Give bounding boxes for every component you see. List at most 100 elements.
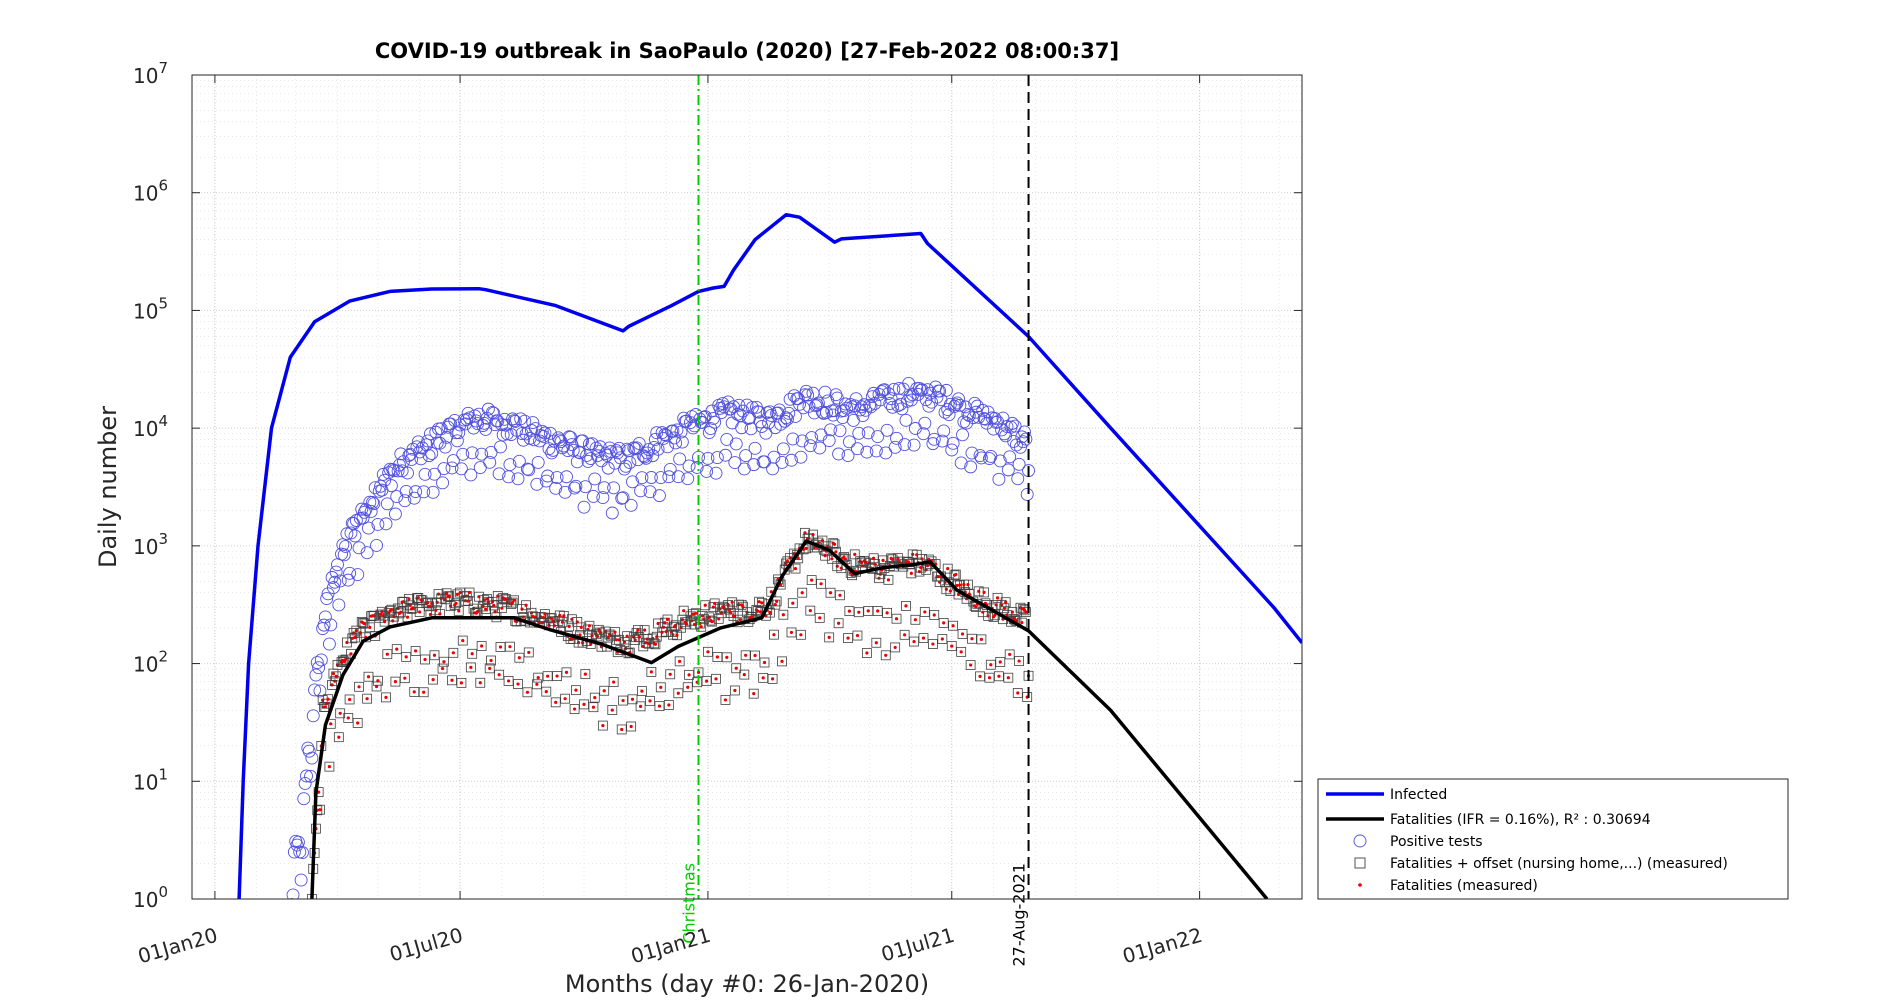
fatality-offset-marker bbox=[682, 682, 693, 693]
positive-test-marker bbox=[417, 485, 431, 499]
positive-test-marker bbox=[964, 460, 978, 474]
positive-test-marker bbox=[933, 384, 947, 398]
positive-test-marker bbox=[643, 485, 657, 499]
fatality-measured-marker bbox=[920, 557, 924, 561]
positive-test-marker bbox=[425, 447, 439, 460]
fatality-offset-marker bbox=[437, 663, 448, 674]
fatality-offset-marker bbox=[886, 553, 897, 564]
positive-test-marker bbox=[946, 436, 960, 450]
fatality-offset-marker bbox=[948, 620, 959, 631]
fatality-offset-marker bbox=[967, 633, 977, 644]
fatality-measured-marker bbox=[524, 603, 528, 607]
positive-test-marker bbox=[566, 443, 580, 457]
fatality-offset-marker bbox=[1020, 607, 1031, 617]
fatality-measured-marker bbox=[338, 711, 342, 715]
positive-test-marker bbox=[793, 397, 806, 411]
fatality-measured-marker bbox=[687, 673, 691, 677]
fatality-measured-marker bbox=[582, 702, 586, 706]
fatality-measured-marker bbox=[690, 619, 694, 623]
fatality-offset-marker bbox=[713, 613, 724, 624]
legend-label: Positive tests bbox=[1390, 834, 1483, 850]
fatality-measured-marker bbox=[757, 600, 761, 604]
positive-test-marker bbox=[612, 441, 626, 455]
fatality-offset-marker bbox=[405, 600, 416, 611]
fatality-offset-marker bbox=[560, 693, 571, 704]
positive-test-marker bbox=[605, 506, 619, 520]
fatality-measured-marker bbox=[414, 649, 418, 653]
fatality-measured-marker bbox=[853, 552, 857, 556]
fatality-measured-marker bbox=[832, 542, 837, 546]
fatality-measured-marker bbox=[793, 566, 798, 571]
positive-test-marker bbox=[421, 434, 435, 448]
x-tick-label: 01Jan20 bbox=[135, 923, 220, 969]
fatality-measured-marker bbox=[583, 672, 587, 676]
fatality-measured-marker bbox=[700, 614, 705, 618]
fatality-measured-marker bbox=[951, 624, 955, 628]
fatality-measured-marker bbox=[923, 610, 927, 614]
fatality-offset-marker bbox=[758, 672, 769, 683]
positive-test-marker bbox=[355, 502, 369, 516]
fatality-measured-marker bbox=[729, 611, 733, 615]
fatality-measured-marker bbox=[620, 727, 624, 732]
fatality-offset-marker bbox=[383, 608, 394, 618]
fatality-measured-marker bbox=[376, 679, 380, 683]
positive-test-marker bbox=[584, 452, 598, 466]
positive-test-marker bbox=[484, 445, 498, 459]
fatality-measured-marker bbox=[997, 674, 1001, 678]
fatality-offset-marker bbox=[740, 650, 751, 661]
legend: Infected Fatalities (IFR = 0.16%), R² : 0… bbox=[1317, 778, 1789, 900]
fatality-measured-marker bbox=[488, 666, 492, 670]
fatality-offset-marker bbox=[720, 695, 731, 705]
fatality-offset-marker bbox=[429, 650, 440, 661]
fatality-offset-marker bbox=[320, 701, 331, 712]
fatality-offset-marker bbox=[663, 700, 674, 710]
positive-test-marker bbox=[341, 573, 355, 587]
fatality-offset-marker bbox=[558, 611, 569, 621]
positive-test-marker bbox=[869, 444, 883, 458]
positive-test-marker bbox=[669, 436, 683, 450]
positive-test-marker bbox=[546, 443, 560, 457]
fatality-offset-marker bbox=[406, 603, 417, 614]
fatality-offset-marker bbox=[738, 601, 748, 612]
fatality-offset-marker bbox=[391, 644, 402, 655]
positive-test-marker bbox=[1018, 425, 1031, 439]
fatality-measured-marker bbox=[909, 571, 913, 575]
fatality-offset-marker bbox=[546, 613, 557, 624]
positive-test-marker bbox=[541, 469, 555, 483]
fatality-offset-marker bbox=[800, 527, 810, 538]
positive-test-marker bbox=[405, 453, 419, 466]
positive-test-marker bbox=[767, 450, 781, 464]
positive-test-marker bbox=[438, 440, 452, 454]
legend-square-swatch bbox=[1354, 857, 1366, 869]
fatality-offset-marker bbox=[382, 649, 393, 660]
legend-label: Fatalities (measured) bbox=[1390, 878, 1538, 894]
fatality-measured-marker bbox=[574, 688, 578, 692]
fatality-measured-marker bbox=[506, 679, 511, 683]
positive-test-marker bbox=[968, 396, 982, 410]
positive-test-marker bbox=[624, 498, 638, 512]
fatality-offset-marker bbox=[619, 637, 630, 647]
fatality-measured-marker bbox=[834, 550, 838, 554]
positive-test-marker bbox=[340, 527, 354, 541]
positive-test-marker bbox=[886, 400, 899, 414]
positive-test-marker bbox=[409, 485, 423, 499]
fatality-offset-marker bbox=[441, 588, 452, 599]
positive-test-marker bbox=[515, 427, 529, 440]
fatality-offset-marker bbox=[313, 787, 324, 798]
fatality-offset-marker bbox=[571, 685, 581, 696]
legend-label: Infected bbox=[1390, 787, 1447, 803]
chart-title: COVID-19 outbreak in SaoPaulo (2020) [27… bbox=[375, 39, 1119, 63]
positive-test-marker bbox=[890, 431, 903, 445]
positive-test-marker bbox=[616, 491, 630, 505]
fatality-offset-marker bbox=[343, 713, 354, 723]
y-axis-label: Daily number bbox=[94, 406, 122, 568]
fatality-measured-marker bbox=[643, 628, 647, 632]
fatality-offset-marker bbox=[494, 669, 505, 680]
fatality-measured-marker bbox=[959, 650, 963, 654]
positive-test-marker bbox=[855, 400, 868, 414]
positive-test-marker bbox=[398, 494, 412, 508]
fatality-offset-marker bbox=[680, 617, 690, 628]
fatality-offset-marker bbox=[688, 609, 699, 620]
fatality-offset-marker bbox=[844, 606, 855, 617]
fatality-offset-marker bbox=[541, 686, 552, 697]
